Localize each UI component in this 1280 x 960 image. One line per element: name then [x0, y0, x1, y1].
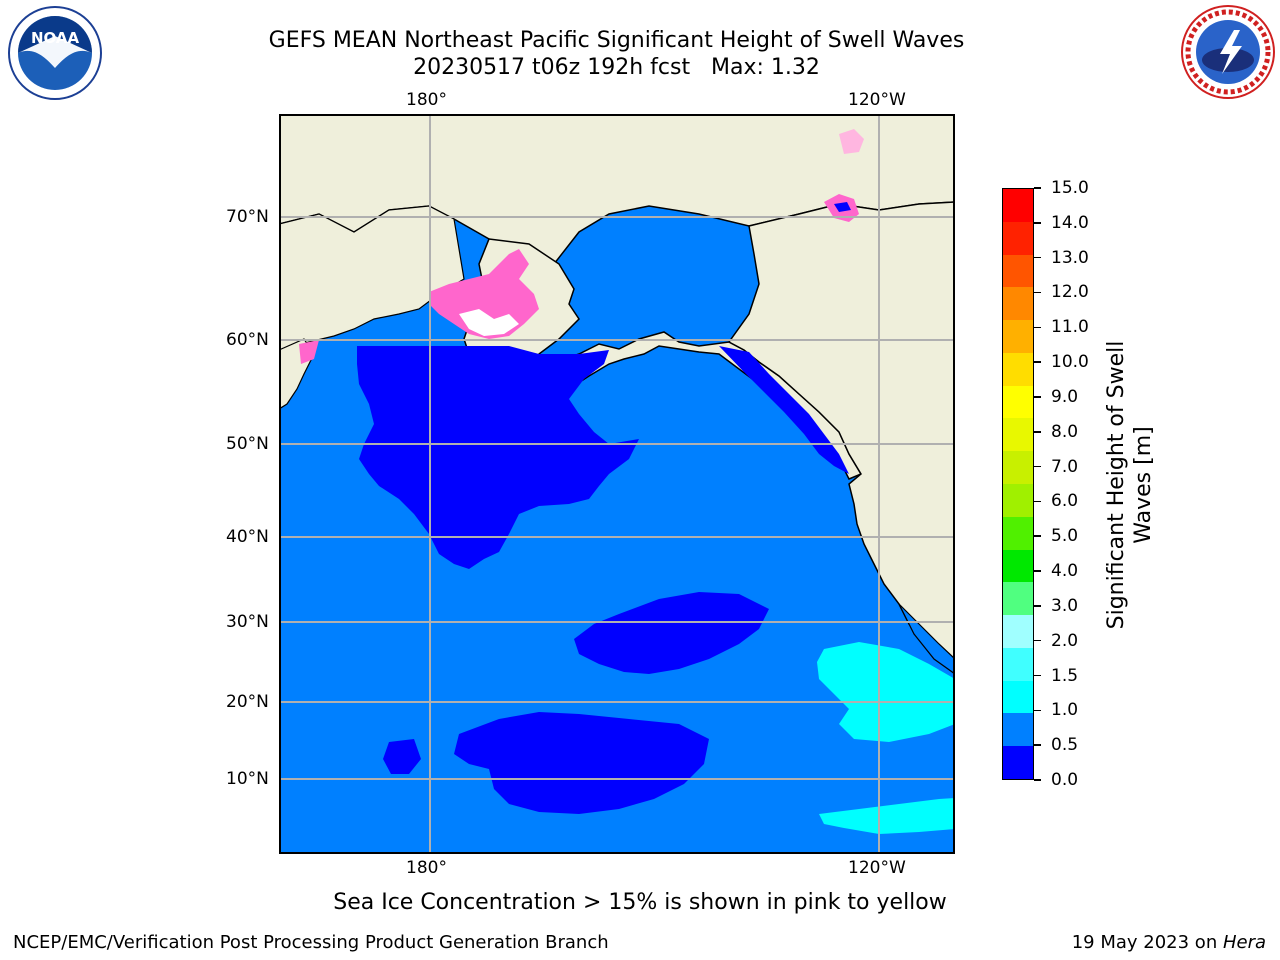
mid-swell-southeast	[819, 798, 955, 834]
lon-label-top-120w: 120°W	[848, 90, 906, 110]
colorbar-tick-label: 8.0	[1051, 421, 1079, 442]
low-swell-coast	[719, 346, 849, 474]
lat-label-60n: 60°N	[226, 330, 269, 350]
colorbar-ticks: 15.0 14.0 13.0 12.0 11.0 10.0 9.0 8.0 7.0 6.0 5.0 4…	[1034, 178, 1114, 790]
land-north-america	[727, 201, 955, 675]
colorbar-tick-label: 1.5	[1051, 665, 1079, 686]
graticule	[279, 114, 955, 854]
colorbar-segment	[1003, 516, 1033, 550]
footer-machine: Hera	[1222, 932, 1266, 953]
colorbar-tick	[1034, 744, 1041, 746]
lat-label-40n: 40°N	[226, 527, 269, 547]
colorbar-tick	[1034, 431, 1041, 433]
colorbar-segment	[1003, 680, 1033, 714]
map-panel	[279, 114, 955, 854]
low-swell-north	[357, 346, 639, 569]
colorbar-segment	[1003, 188, 1033, 222]
colorbar-segment	[1003, 746, 1033, 779]
colorbar-segment	[1003, 549, 1033, 583]
colorbar-tick	[1034, 465, 1041, 468]
sea-ice-arctic-core	[834, 202, 851, 212]
colorbar-label-line2: Waves [m]	[1131, 426, 1156, 544]
footer-date: 19 May 2023 on	[1071, 932, 1223, 953]
colorbar-tick	[1034, 535, 1041, 537]
lat-label-20n: 20°N	[226, 692, 269, 712]
sea-ice-bering-core	[459, 309, 519, 336]
lon-label-bottom-120w: 120°W	[848, 858, 906, 878]
colorbar-tick	[1034, 291, 1041, 294]
colorbar-tick-label: 10.0	[1051, 352, 1089, 373]
low-swell-south	[454, 712, 709, 814]
sea-ice-kamchatka	[299, 340, 319, 364]
colorbar-tick-label: 5.0	[1051, 526, 1079, 547]
lon-label-bottom-180: 180°	[406, 858, 447, 878]
colorbar-segment	[1003, 254, 1033, 288]
colorbar-label-line1: Significant Height of Swell	[1104, 340, 1129, 630]
colorbar-tick-label: 13.0	[1051, 247, 1089, 268]
colorbar-tick-label: 14.0	[1051, 212, 1089, 233]
colorbar-tick-label: 12.0	[1051, 282, 1089, 303]
colorbar-tick-label: 4.0	[1051, 561, 1079, 582]
low-swell-central	[574, 592, 769, 674]
colorbar-tick	[1034, 256, 1041, 259]
colorbar-segment	[1003, 582, 1033, 616]
nws-logo-icon	[1181, 5, 1275, 99]
colorbar-tick-label: 7.0	[1051, 456, 1079, 477]
colorbar-tick-label: 2.0	[1051, 630, 1079, 651]
low-swell-west	[383, 739, 421, 774]
colorbar-tick-label: 11.0	[1051, 317, 1089, 338]
colorbar-tick-label: 0.5	[1051, 735, 1079, 756]
colorbar-tick	[1034, 779, 1041, 781]
colorbar-tick-label: 6.0	[1051, 491, 1079, 512]
lat-label-30n: 30°N	[226, 612, 269, 632]
colorbar-segment	[1003, 320, 1033, 353]
colorbar-segment	[1003, 385, 1033, 419]
footer-left: NCEP/EMC/Verification Post Processing Pr…	[13, 932, 609, 953]
footer-right: 19 May 2023 on Hera	[1072, 932, 1266, 954]
colorbar-tick-label: 15.0	[1051, 178, 1089, 198]
colorbar-tick	[1034, 674, 1041, 677]
colorbar-tick-label: 9.0	[1051, 386, 1079, 407]
sea-ice-note: Sea Ice Concentration > 15% is shown in …	[333, 890, 947, 915]
colorbar-segment	[1003, 483, 1033, 517]
colorbar-tick	[1034, 639, 1041, 642]
chart-title: GEFS MEAN Northeast Pacific Significant …	[268, 28, 965, 53]
chart-subtitle: 20230517 t06z 192h fcst Max: 1.32	[413, 55, 820, 80]
colorbar	[1002, 188, 1034, 780]
lat-label-10n: 10°N	[226, 769, 269, 789]
lon-label-top-180: 180°	[406, 90, 447, 110]
colorbar-segment	[1003, 615, 1033, 648]
colorbar-tick	[1034, 396, 1041, 398]
colorbar-segment	[1003, 221, 1033, 255]
lat-label-70n: 70°N	[226, 207, 269, 227]
colorbar-tick	[1034, 570, 1041, 572]
colorbar-segment	[1003, 713, 1033, 747]
sea-ice-arctic-north	[839, 129, 864, 154]
colorbar-tick	[1034, 222, 1041, 224]
colorbar-tick	[1034, 326, 1041, 329]
colorbar-tick	[1034, 361, 1041, 363]
colorbar-segment	[1003, 352, 1033, 386]
colorbar-tick-label: 3.0	[1051, 595, 1079, 616]
colorbar-tick-label: 0.0	[1051, 770, 1079, 790]
colorbar-tick	[1034, 605, 1041, 607]
colorbar-tick	[1034, 709, 1041, 712]
noaa-logo-text: NOAA	[31, 29, 80, 47]
colorbar-segment	[1003, 418, 1033, 452]
map-frame	[279, 114, 955, 854]
colorbar-segment	[1003, 647, 1033, 681]
mid-swell-east	[817, 642, 955, 742]
colorbar-segment	[1003, 287, 1033, 321]
colorbar-tick	[1034, 500, 1041, 503]
colorbar-tick-label: 1.0	[1051, 700, 1079, 721]
colorbar-tick	[1034, 187, 1041, 189]
colorbar-segment	[1003, 451, 1033, 484]
lat-label-50n: 50°N	[226, 434, 269, 454]
noaa-logo-icon: NOAA	[8, 6, 102, 100]
